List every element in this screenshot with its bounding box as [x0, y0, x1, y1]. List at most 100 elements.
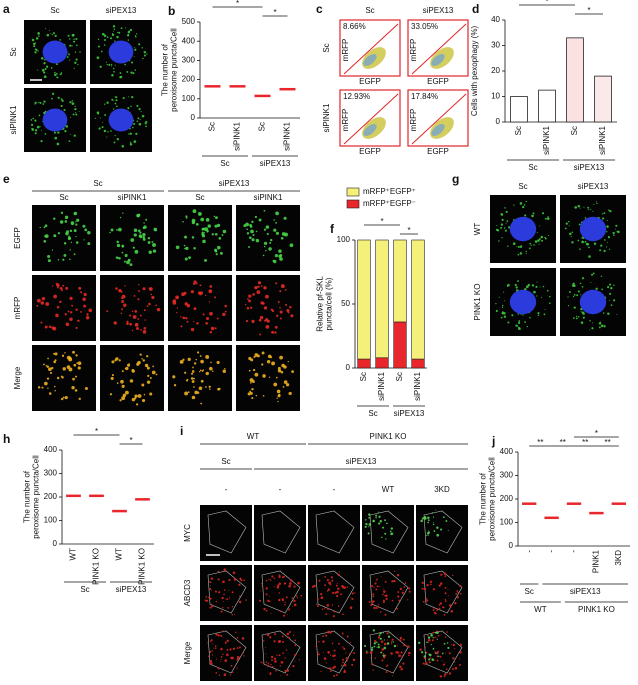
speckle: [399, 639, 402, 642]
speckle: [431, 639, 434, 642]
speckle: [143, 393, 146, 396]
speckle: [139, 235, 143, 239]
speckle: [440, 573, 443, 576]
speckle: [218, 237, 222, 240]
speckle: [391, 599, 394, 602]
speckle: [337, 587, 340, 591]
speckle: [428, 661, 431, 664]
speckle: [257, 285, 260, 288]
speckle: [518, 321, 521, 324]
speckle: [389, 670, 391, 673]
nucleus: [108, 108, 134, 132]
speckle: [260, 590, 262, 592]
speckle: [134, 48, 137, 51]
speckle: [502, 311, 504, 313]
percentage: 17.84%: [411, 92, 438, 101]
speckle: [532, 212, 535, 215]
y-tick-label: 500: [182, 17, 196, 26]
speckle: [534, 240, 538, 243]
legend-swatch: [346, 187, 360, 197]
speckle: [270, 356, 273, 359]
speckle: [146, 53, 148, 55]
speckle: [149, 377, 152, 380]
speckle: [278, 582, 282, 586]
speckle: [343, 586, 346, 589]
speckle: [186, 304, 191, 308]
legend-label: mRFP⁺EGFP⁺: [363, 187, 416, 196]
speckle: [43, 226, 46, 229]
speckle: [276, 389, 281, 394]
speckle: [400, 597, 403, 599]
speckle: [345, 652, 347, 654]
speckle: [433, 611, 436, 614]
speckle: [573, 293, 576, 296]
speckle: [75, 223, 78, 226]
speckle: [131, 369, 135, 373]
speckle: [425, 662, 428, 665]
speckle: [540, 235, 544, 239]
group-label: siPEX13: [574, 163, 605, 172]
speckle: [78, 286, 82, 290]
speckle: [372, 629, 376, 632]
speckle: [36, 298, 41, 303]
speckle: [211, 233, 215, 236]
speckle: [382, 654, 385, 657]
speckle: [54, 136, 58, 140]
speckle: [51, 97, 53, 100]
speckle: [44, 224, 48, 228]
speckle: [88, 308, 93, 313]
speckle: [293, 585, 296, 588]
micrograph: [236, 345, 300, 411]
speckle: [188, 256, 191, 259]
speckle: [202, 369, 205, 371]
speckle: [284, 289, 287, 291]
y-tick-label: 0: [509, 541, 514, 550]
speckle: [214, 248, 218, 252]
y-tick-label: 300: [44, 469, 58, 478]
speckle: [197, 351, 200, 354]
speckle: [148, 302, 151, 306]
speckle: [346, 635, 349, 638]
speckle: [110, 130, 112, 132]
speckle: [424, 646, 427, 648]
speckle: [205, 386, 207, 388]
speckle: [129, 141, 132, 144]
speckle: [447, 595, 449, 597]
speckle: [515, 324, 518, 327]
speckle: [548, 295, 551, 298]
speckle: [52, 32, 56, 35]
x-tick-label: siPINK1: [233, 121, 242, 150]
speckle: [56, 305, 60, 309]
speckle: [399, 587, 403, 591]
speckle: [56, 63, 58, 66]
speckle: [111, 33, 114, 35]
speckle: [52, 326, 57, 331]
speckle: [226, 649, 229, 651]
speckle: [501, 306, 504, 308]
y-tick-label: 200: [182, 75, 196, 84]
speckle: [421, 517, 425, 520]
speckle: [124, 63, 126, 66]
speckle: [115, 287, 118, 290]
speckle: [581, 286, 584, 288]
speckle: [198, 291, 202, 295]
speckle: [349, 641, 351, 643]
speckle: [68, 38, 71, 40]
speckle: [234, 631, 237, 634]
speckle: [83, 292, 87, 297]
speckle: [104, 103, 106, 104]
speckle: [531, 284, 535, 287]
speckle: [63, 253, 67, 257]
speckle: [116, 229, 118, 231]
speckle: [118, 359, 121, 362]
column-header: siPINK1: [254, 193, 283, 202]
speckle: [580, 310, 582, 312]
speckle: [87, 242, 91, 246]
speckle: [265, 647, 267, 649]
speckle: [141, 47, 143, 49]
row-label: Merge: [183, 641, 192, 664]
speckle: [37, 69, 39, 71]
speckle: [501, 237, 503, 239]
speckle: [121, 396, 126, 401]
micrograph: [416, 505, 468, 561]
